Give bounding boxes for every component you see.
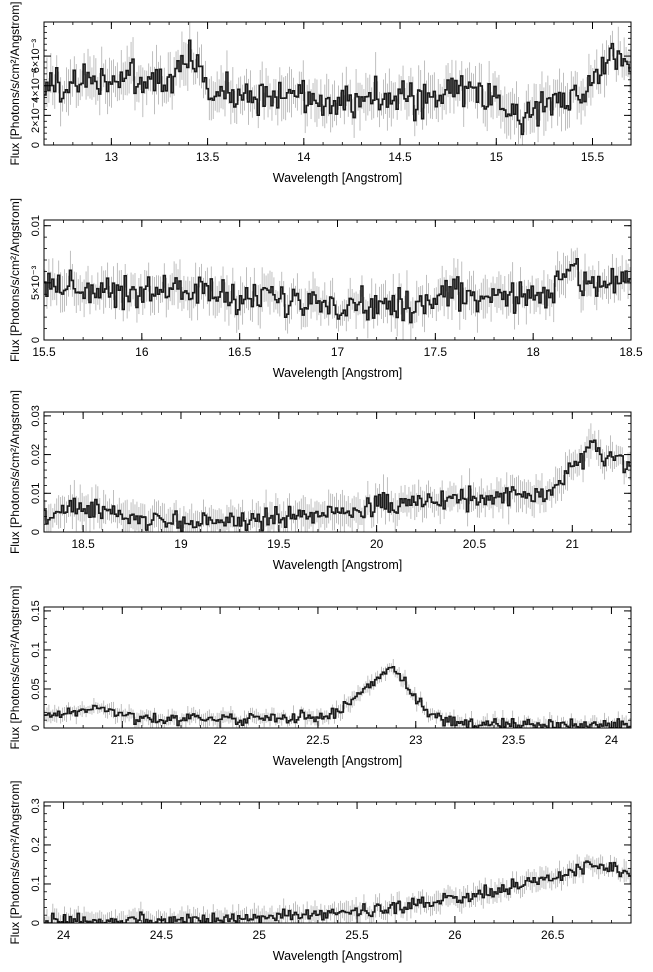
- x-tick-label: 21.5: [111, 733, 135, 747]
- x-tick-label: 21: [566, 537, 580, 551]
- x-tick-label: 16: [135, 345, 149, 359]
- plot-frame: [43, 801, 632, 924]
- y-tick-label: 0.03: [30, 405, 42, 426]
- x-tick-label: 14: [297, 150, 311, 164]
- y-tick-label: 4×10⁻³: [30, 68, 42, 103]
- spectrum-line: [44, 439, 631, 532]
- spectrum-line: [44, 39, 631, 136]
- x-tick-label: 24: [57, 928, 71, 942]
- y-axis-label: Flux [Photons/s/cm²/Angstrom]: [8, 1, 22, 165]
- x-tick-label: 26: [448, 928, 462, 942]
- spectrum-line: [44, 258, 631, 324]
- x-axis-label: Wavelength [Angstrom]: [273, 754, 402, 768]
- x-tick-label: 23.5: [502, 733, 526, 747]
- x-tick-label: 22.5: [306, 733, 330, 747]
- x-tick-label: 15.5: [32, 345, 56, 359]
- panel-2: 15.5 16 16.5 17 17.5 18 18.5 0 5×10⁻³ 0.01 Wavelen…: [8, 198, 643, 380]
- x-tick-label: 17.5: [424, 345, 448, 359]
- x-tick-label: 20: [370, 537, 384, 551]
- y-tick-label: 0.15: [30, 600, 42, 621]
- x-axis-label: Wavelength [Angstrom]: [273, 171, 402, 185]
- y-tick-label: 0.1: [30, 876, 42, 891]
- x-tick-label: 16.5: [228, 345, 252, 359]
- y-tick-label: 2×10⁻⁴: [30, 97, 42, 133]
- x-tick-label: 20.5: [463, 537, 487, 551]
- x-tick-label: 23: [409, 733, 423, 747]
- panel-5: 24 24.5 25 25.5 26 26.5 0 0.1 0.2 0.3 Wavelength […: [8, 780, 632, 963]
- x-tick-label: 18: [526, 345, 540, 359]
- panel-4: 21.5 22 22.5 23 23.5 24 0 0.05 0.1 0.15 Wavelength…: [8, 585, 632, 768]
- x-tick-label: 24.5: [150, 928, 174, 942]
- x-axis-label: Wavelength [Angstrom]: [273, 558, 402, 572]
- spectrum-data: [44, 22, 631, 145]
- x-tick-label: 24: [605, 733, 619, 747]
- spectrum-line: [44, 860, 631, 923]
- y-tick-label: 0.01: [30, 483, 42, 504]
- panel-3: 18.5 19 19.5 20 20.5 21 0 0.01 0.02 0.03 Wavelengt…: [8, 390, 632, 572]
- y-tick-label: 0: [30, 725, 42, 731]
- x-tick-label: 15: [490, 150, 504, 164]
- y-axis-label: Flux [Photons/s/cm²/Angstrom]: [8, 585, 22, 749]
- x-tick-label: 25.5: [345, 928, 369, 942]
- y-tick-label: 0.3: [30, 798, 42, 813]
- y-tick-label: 0.02: [30, 444, 42, 465]
- plot-frame: [43, 219, 632, 341]
- y-axis-label: Flux [Photons/s/cm²/Angstrom]: [8, 390, 22, 554]
- y-tick-label: 0.01: [30, 215, 42, 236]
- x-axis-label: Wavelength [Angstrom]: [273, 949, 402, 963]
- spectrum-data: [44, 423, 631, 532]
- y-axis-label: Flux [Photons/s/cm²/Angstrom]: [8, 780, 22, 944]
- y-tick-label: 0: [30, 920, 42, 926]
- x-tick-label: 26.5: [541, 928, 565, 942]
- y-tick-label: 6×10⁻³: [30, 39, 42, 74]
- y-tick-label: 0.1: [30, 642, 42, 657]
- y-tick-label: 0: [30, 337, 42, 343]
- x-tick-label: 25: [253, 928, 267, 942]
- x-tick-label: 13.5: [196, 150, 220, 164]
- y-tick-label: 0: [30, 529, 42, 535]
- x-tick-label: 19: [174, 537, 188, 551]
- spectrum-line: [44, 665, 631, 728]
- x-tick-label: 22: [213, 733, 227, 747]
- y-tick-label: 0.05: [30, 678, 42, 699]
- spectrum-data: [44, 247, 631, 340]
- y-tick-label: 0.2: [30, 837, 42, 852]
- x-tick-label: 13: [105, 150, 119, 164]
- x-axis-label: Wavelength [Angstrom]: [273, 366, 402, 380]
- x-tick-label: 18.5: [71, 537, 95, 551]
- y-tick-label: 5×10⁻³: [30, 265, 42, 300]
- panel-1: 13 13.5 14 14.5 15 15.5 0 2×10⁻⁴4×10⁻³6×10⁻³ Wav…: [8, 1, 632, 185]
- x-tick-label: 18.5: [619, 345, 643, 359]
- spectrum-data: [44, 659, 631, 728]
- x-tick-label: 15.5: [581, 150, 605, 164]
- x-tick-label: 19.5: [267, 537, 291, 551]
- x-tick-label: 17: [331, 345, 345, 359]
- spectrum-data: [44, 854, 631, 923]
- x-tick-label: 14.5: [388, 150, 412, 164]
- plot-frame: [43, 21, 632, 146]
- y-tick-label: 0: [30, 142, 42, 148]
- y-axis-label: Flux [Photons/s/cm²/Angstrom]: [8, 198, 22, 362]
